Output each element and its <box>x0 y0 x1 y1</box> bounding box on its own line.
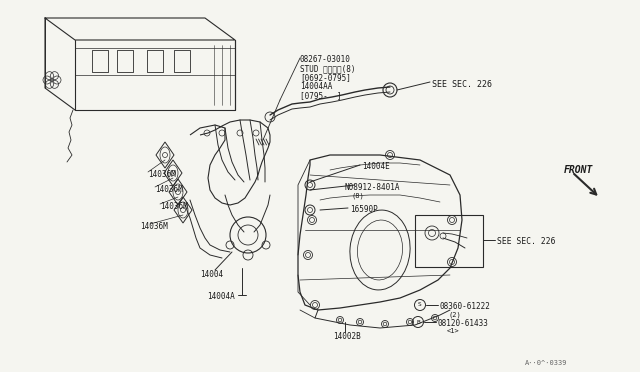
Text: [0795-  ]: [0795- ] <box>300 91 342 100</box>
Text: (2): (2) <box>449 311 461 317</box>
Bar <box>147 50 163 72</box>
Text: N08912-8401A: N08912-8401A <box>345 183 401 192</box>
Text: 16590P: 16590P <box>350 205 378 214</box>
Text: 14036M: 14036M <box>155 185 183 194</box>
Text: 14004E: 14004E <box>362 162 390 171</box>
Text: 08120-61433: 08120-61433 <box>438 319 489 328</box>
Text: B: B <box>416 320 420 324</box>
Text: A··0^·0339: A··0^·0339 <box>525 360 568 366</box>
Text: 14036M: 14036M <box>160 202 188 211</box>
Text: [0692-0795]: [0692-0795] <box>300 73 351 82</box>
Text: FRONT: FRONT <box>563 165 593 175</box>
Text: (8): (8) <box>352 192 365 199</box>
Text: 14004A: 14004A <box>207 292 235 301</box>
Text: 14002B: 14002B <box>333 332 361 341</box>
Bar <box>174 50 190 72</box>
Text: SEE SEC. 226: SEE SEC. 226 <box>432 80 492 89</box>
Bar <box>415 215 483 267</box>
Text: 14004: 14004 <box>200 270 223 279</box>
Text: <1>: <1> <box>447 328 460 334</box>
Text: 08267-03010: 08267-03010 <box>300 55 351 64</box>
Text: 14004AA: 14004AA <box>300 82 332 91</box>
Text: SEE SEC. 226: SEE SEC. 226 <box>497 237 556 246</box>
Text: 14036M: 14036M <box>140 222 168 231</box>
Text: 14036M: 14036M <box>148 170 176 179</box>
Bar <box>117 50 133 72</box>
Text: S: S <box>418 302 422 308</box>
Text: STUD スタッド(8): STUD スタッド(8) <box>300 64 355 73</box>
Text: 08360-61222: 08360-61222 <box>440 302 491 311</box>
Bar <box>92 50 108 72</box>
